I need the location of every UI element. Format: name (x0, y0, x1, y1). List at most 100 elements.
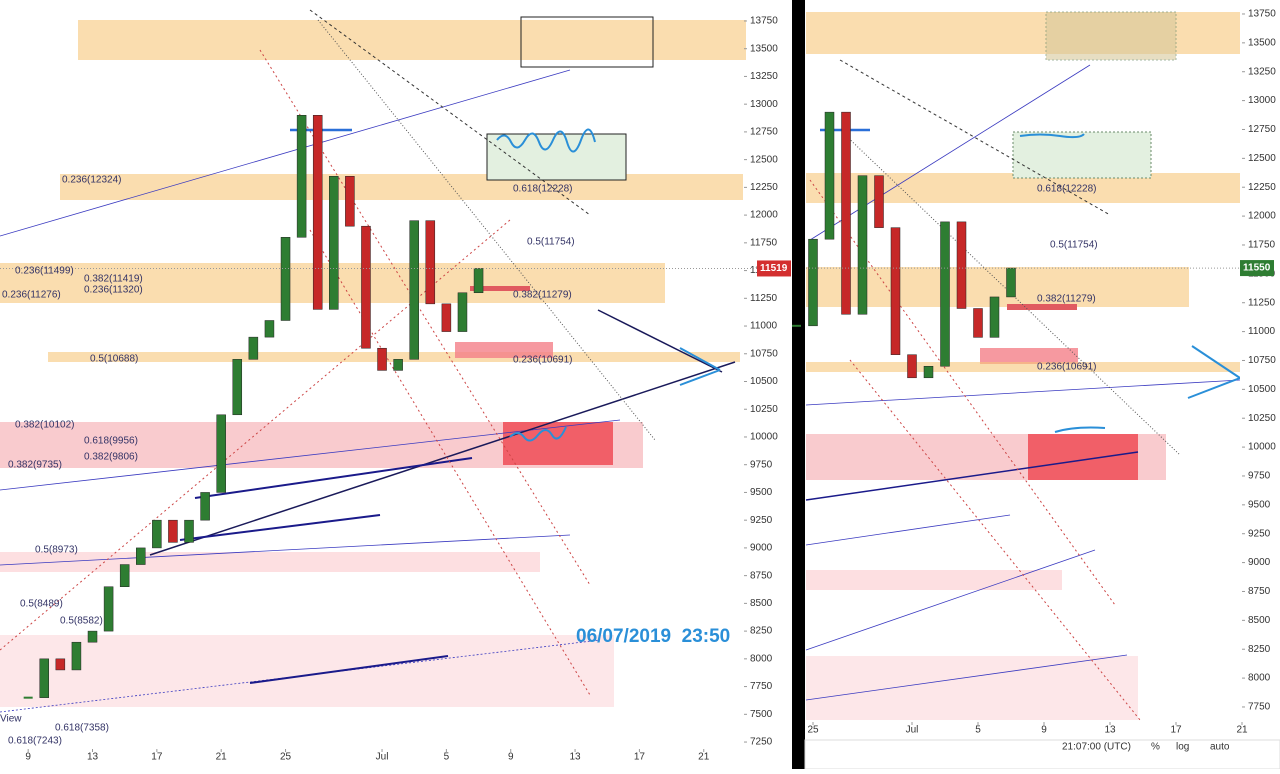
chart-panel: 7750 8000 8250 8500 8750 9000 9250 9500 9750 1000… (792, 9, 1276, 753)
candle (377, 347, 387, 371)
time-axis (804, 739, 1280, 770)
fib-label: 0.382(11279) (1037, 294, 1096, 305)
x-tick-label: 13 (87, 752, 99, 763)
candle (1006, 267, 1016, 298)
candle (890, 227, 901, 355)
toolbar-item[interactable]: % (1151, 742, 1160, 753)
y-tick-label: 13000 (750, 99, 778, 110)
toolbar-item[interactable]: log (1176, 742, 1189, 753)
fib-label: 0.236(11320) (84, 285, 143, 296)
fib-label: 0.5(8973) (35, 545, 78, 556)
candle (248, 336, 259, 360)
candle (973, 308, 983, 338)
candle (956, 221, 967, 309)
y-tick-label: 8500 (1248, 615, 1271, 626)
fib-label: 0.5(8489) (20, 599, 63, 610)
y-tick-label: 10000 (1248, 442, 1276, 453)
candle (55, 658, 66, 671)
candle (857, 175, 868, 315)
fib-label: 0.382(10102) (15, 420, 75, 431)
chart-panel: 7250 7500 7750 8000 8250 8500 8750 9000 9250 9500… (0, 16, 791, 763)
y-tick-label: 10500 (1248, 384, 1276, 395)
candle (200, 492, 210, 521)
y-tick-label: 13500 (1248, 37, 1276, 48)
y-tick-label: 9500 (750, 487, 773, 498)
y-tick-label: 9250 (1248, 528, 1271, 539)
y-tick-label: 12250 (1248, 182, 1276, 193)
y-tick-label: 10750 (1248, 355, 1276, 366)
y-tick-label: 13750 (750, 16, 778, 27)
fib-label: View (0, 714, 22, 725)
x-tick-label: 13 (570, 752, 582, 763)
y-tick-label: 13000 (1248, 95, 1276, 106)
y-tick-label: 11750 (1248, 240, 1276, 251)
candle (216, 414, 226, 493)
last-price-box (757, 260, 791, 277)
y-tick-label: 11250 (750, 293, 778, 304)
candle (361, 225, 371, 349)
y-tick-label: 13750 (1248, 9, 1276, 20)
candle (808, 238, 818, 327)
candle (119, 564, 130, 587)
candle (296, 115, 307, 238)
fib-label: 0.236(12324) (62, 175, 122, 186)
fib-label: 0.382(9735) (8, 460, 62, 471)
y-tick-label: 7250 (750, 737, 773, 748)
x-tick-label: 21 (216, 752, 228, 763)
y-tick-label: 9750 (1248, 471, 1271, 482)
y-tick-label: 8000 (750, 653, 773, 664)
candle (184, 519, 194, 543)
x-tick-label: Jul (376, 752, 389, 763)
fib-label: 0.236(11276) (2, 290, 61, 301)
y-tick-label: 13250 (750, 71, 778, 82)
fib-label: 0.618(7243) (8, 736, 62, 747)
x-tick-label: 9 (25, 752, 31, 763)
x-tick-label: 9 (508, 752, 514, 763)
y-tick-label: 9000 (1248, 557, 1271, 568)
last-price-label: 11519 (760, 263, 788, 274)
fib-label: 0.618(12228) (1037, 184, 1097, 195)
fib-label: 0.5(11754) (1050, 240, 1098, 251)
x-tick-label: 17 (1170, 725, 1182, 736)
y-tick-label: 10000 (750, 432, 778, 443)
x-tick-label: 25 (280, 752, 292, 763)
fib-label: 0.618(9956) (84, 436, 138, 447)
candle (841, 111, 851, 315)
y-tick-label: 9500 (1248, 499, 1271, 510)
candle (425, 220, 436, 305)
candle (457, 292, 468, 332)
toolbar-item[interactable]: auto (1210, 742, 1230, 753)
y-tick-label: 12250 (750, 182, 778, 193)
fib-label: 0.236(11499) (15, 266, 74, 277)
candle (264, 320, 275, 338)
y-tick-label: 9750 (750, 459, 773, 470)
fib-label: 0.5(10688) (90, 354, 138, 365)
timestamp: 06/07/2019 23:50 (576, 626, 730, 647)
candle (168, 519, 178, 543)
candle (71, 641, 82, 671)
candle (923, 365, 934, 379)
y-tick-label: 9000 (750, 543, 773, 554)
candle (103, 586, 114, 632)
y-tick-label: 10250 (750, 404, 778, 415)
x-tick-label: 13 (1104, 725, 1116, 736)
candle (152, 519, 162, 549)
y-tick-label: 11750 (750, 237, 778, 248)
fib-label: 0.236(10691) (513, 355, 573, 366)
x-tick-label: 25 (807, 725, 819, 736)
y-tick-label: 8000 (1248, 673, 1271, 684)
fib-label: 0.382(11419) (84, 274, 143, 285)
toolbar-item[interactable]: 21:07:00 (UTC) (1062, 742, 1131, 753)
x-tick-label: 17 (151, 752, 163, 763)
x-tick-label: 21 (698, 752, 710, 763)
fib-label: 0.618(12228) (513, 184, 573, 195)
y-tick-label: 12500 (750, 154, 778, 165)
y-tick-label: 7750 (1248, 702, 1271, 713)
y-tick-label: 12750 (750, 127, 778, 138)
y-tick-label: 7750 (750, 681, 773, 692)
x-tick-label: 5 (975, 725, 981, 736)
x-tick-label: 9 (1041, 725, 1047, 736)
fib-label: 0.382(11279) (513, 290, 572, 301)
candle (329, 176, 339, 310)
